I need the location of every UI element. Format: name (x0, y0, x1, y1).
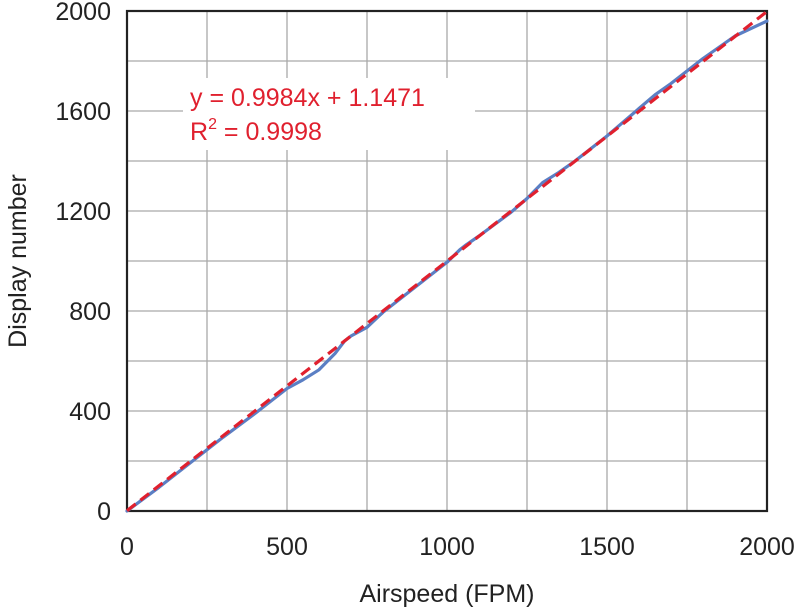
series-layer (125, 10, 769, 513)
y-tick-label: 2000 (55, 0, 111, 26)
x-tick-label: 500 (266, 533, 308, 561)
r-squared-value: = 0.9998 (217, 118, 322, 146)
x-tick-label: 1500 (579, 533, 635, 561)
x-axis-label: Airspeed (FPM) (359, 580, 534, 608)
x-tick-label: 0 (120, 533, 134, 561)
x-tick-label: 1000 (419, 533, 475, 561)
y-tick-label: 800 (69, 298, 111, 326)
r-squared-superscript: 2 (208, 116, 217, 133)
y-tick-label: 1600 (55, 98, 111, 126)
annotation-background (183, 78, 475, 150)
y-tick-label: 0 (97, 498, 111, 526)
y-tick-label: 400 (69, 398, 111, 426)
y-axis-label: Display number (4, 174, 32, 348)
r-squared: R2 = 0.9998 (190, 116, 322, 146)
x-tick-label: 2000 (739, 533, 795, 561)
y-tick-label: 1200 (55, 198, 111, 226)
r-squared-prefix: R (190, 118, 208, 146)
x-axis-ticks: 0 500 1000 1500 2000 (120, 533, 795, 561)
y-axis-ticks: 0 400 800 1200 1600 2000 (55, 0, 111, 526)
regression-equation: y = 0.9984x + 1.1471 (190, 84, 425, 112)
plot-frame (125, 9, 769, 513)
